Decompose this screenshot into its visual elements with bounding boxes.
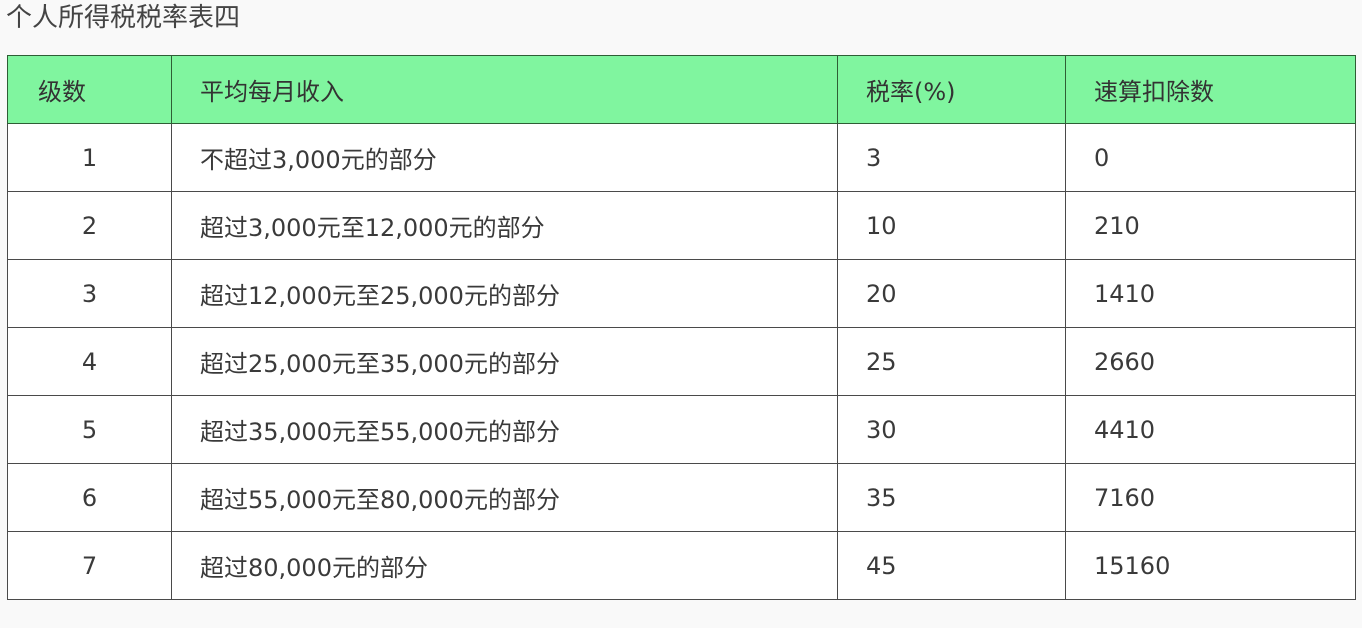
level-cell: 1: [7, 123, 172, 192]
income-cell: 不超过3,000元的部分: [171, 123, 838, 192]
header-tax-rate: 税率(%): [837, 55, 1066, 124]
page-title: 个人所得税税率表四: [6, 3, 241, 33]
table-row: 3 超过12,000元至25,000元的部分 20 1410: [7, 259, 1356, 328]
level-cell: 3: [7, 259, 172, 328]
income-cell: 超过80,000元的部分: [171, 531, 838, 600]
deduction-cell: 1410: [1065, 259, 1356, 328]
deduction-cell: 210: [1065, 191, 1356, 260]
level-cell: 7: [7, 531, 172, 600]
rate-cell: 3: [837, 123, 1066, 192]
income-cell: 超过3,000元至12,000元的部分: [171, 191, 838, 260]
deduction-cell: 0: [1065, 123, 1356, 192]
rate-cell: 35: [837, 463, 1066, 532]
header-quick-deduction: 速算扣除数: [1065, 55, 1356, 124]
deduction-cell: 15160: [1065, 531, 1356, 600]
rate-cell: 45: [837, 531, 1066, 600]
income-cell: 超过12,000元至25,000元的部分: [171, 259, 838, 328]
deduction-cell: 4410: [1065, 395, 1356, 464]
deduction-cell: 2660: [1065, 327, 1356, 396]
header-monthly-income: 平均每月收入: [171, 55, 838, 124]
income-cell: 超过25,000元至35,000元的部分: [171, 327, 838, 396]
rate-cell: 10: [837, 191, 1066, 260]
deduction-cell: 7160: [1065, 463, 1356, 532]
table-row: 6 超过55,000元至80,000元的部分 35 7160: [7, 463, 1356, 532]
table-row: 1 不超过3,000元的部分 3 0: [7, 123, 1356, 192]
rate-cell: 30: [837, 395, 1066, 464]
level-cell: 4: [7, 327, 172, 396]
table-row: 4 超过25,000元至35,000元的部分 25 2660: [7, 327, 1356, 396]
level-cell: 5: [7, 395, 172, 464]
rate-cell: 20: [837, 259, 1066, 328]
level-cell: 2: [7, 191, 172, 260]
rate-cell: 25: [837, 327, 1066, 396]
table-row: 2 超过3,000元至12,000元的部分 10 210: [7, 191, 1356, 260]
level-cell: 6: [7, 463, 172, 532]
tax-rate-table: 级数 平均每月收入 税率(%) 速算扣除数 1 不超过3,000元的部分 3 0 2 超过…: [7, 55, 1356, 600]
table-row: 5 超过35,000元至55,000元的部分 30 4410: [7, 395, 1356, 464]
income-cell: 超过55,000元至80,000元的部分: [171, 463, 838, 532]
income-cell: 超过35,000元至55,000元的部分: [171, 395, 838, 464]
table-header-row: 级数 平均每月收入 税率(%) 速算扣除数: [7, 55, 1356, 124]
header-level: 级数: [7, 55, 172, 124]
table-row: 7 超过80,000元的部分 45 15160: [7, 531, 1356, 600]
